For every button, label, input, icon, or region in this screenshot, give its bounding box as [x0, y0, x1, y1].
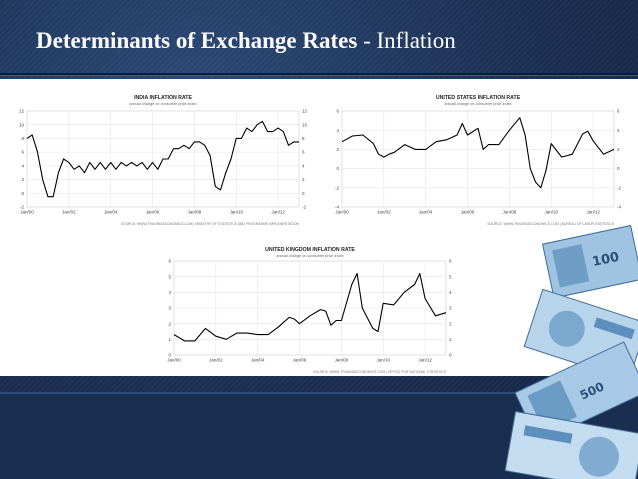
svg-text:100: 100 [591, 250, 621, 270]
y-tick-label-right: 0 [617, 166, 620, 171]
x-tick-label: Jan/00 [167, 358, 181, 363]
x-tick-label: Jan/06 [293, 358, 307, 363]
y-tick-label-left: 2 [21, 177, 24, 182]
y-tick-label-right: 0 [302, 191, 305, 196]
slide-title-main: Determinants of Exchange Rates [36, 28, 358, 53]
series-line [26, 120, 299, 198]
y-tick-label-left: 5 [168, 274, 171, 279]
x-tick-label: Jan/12 [418, 358, 432, 363]
x-tick-label: Jan/02 [209, 358, 223, 363]
y-tick-label-left: -4 [335, 205, 339, 210]
y-tick-label-left: 2 [336, 147, 339, 152]
y-tick-label-right: 4 [449, 290, 452, 295]
y-tick-label-left: 6 [21, 150, 24, 155]
x-tick-label: Jan/04 [251, 358, 265, 363]
x-tick-label: Jan/00 [20, 210, 34, 215]
slide-title-sub: Inflation [376, 28, 456, 53]
plot-area [341, 110, 615, 208]
y-tick-label-right: 6 [449, 259, 452, 264]
footer-band-highlight [0, 392, 638, 394]
uk-inflation-chart: UNITED KINGDOM INFLATION RATE annual chan… [160, 243, 460, 375]
us-inflation-chart: UNITED STATES INFLATION RATE annual chang… [328, 91, 628, 227]
x-tick-label: Jan/04 [104, 210, 118, 215]
x-tick-label: Jan/12 [586, 210, 600, 215]
india-inflation-chart: INDIA INFLATION RATE annual change on con… [13, 91, 313, 227]
y-tick-label-right: -2 [302, 205, 306, 210]
y-tick-label-left: 4 [168, 290, 171, 295]
y-tick-label-right: 6 [617, 109, 620, 114]
y-tick-label-right: -4 [617, 205, 621, 210]
y-tick-label-left: 0 [336, 166, 339, 171]
y-tick-label-right: 10 [302, 122, 308, 127]
y-tick-label-right: 6 [302, 150, 305, 155]
x-tick-label: Jan/02 [377, 210, 391, 215]
x-tick-label: Jan/06 [461, 210, 475, 215]
banknote-1: 100 [541, 224, 638, 299]
slide-title-separator: - [357, 28, 377, 53]
y-tick-label-left: 0 [21, 191, 24, 196]
y-tick-label-left: 1 [168, 337, 171, 342]
y-tick-label-left: 2 [168, 321, 171, 326]
y-tick-label-left: 6 [336, 109, 339, 114]
x-tick-label: Jan/02 [62, 210, 76, 215]
banknotes-image: 100 500 [504, 224, 638, 479]
chart-title: INDIA INFLATION RATE [134, 95, 192, 101]
y-tick-label-right: 2 [302, 177, 305, 182]
y-tick-label-right: 4 [617, 128, 620, 133]
y-tick-label-right: 3 [449, 306, 452, 311]
y-tick-label-left: 12 [19, 109, 25, 114]
x-tick-label: Jan/08 [503, 210, 517, 215]
x-tick-label: Jan/12 [271, 210, 285, 215]
chart-source: SOURCE: WWW.TRADINGECONOMICS.COM | MINIS… [121, 222, 300, 226]
x-tick-label: Jan/06 [146, 210, 160, 215]
title-divider-highlight [0, 75, 638, 76]
chart-title: UNITED KINGDOM INFLATION RATE [265, 247, 355, 253]
banknote-4 [504, 410, 638, 479]
y-tick-label-right: -2 [617, 185, 621, 190]
y-tick-label-right: 2 [449, 321, 452, 326]
y-tick-label-left: 10 [19, 122, 25, 127]
y-tick-label-right: 12 [302, 109, 308, 114]
x-tick-label: Jan/04 [419, 210, 433, 215]
y-tick-label-right: 2 [617, 147, 620, 152]
y-tick-label-left: 4 [21, 163, 24, 168]
y-tick-label-left: 3 [168, 306, 171, 311]
y-tick-label-right: 8 [302, 136, 305, 141]
y-tick-label-left: 8 [21, 136, 24, 141]
x-tick-label: Jan/00 [335, 210, 349, 215]
chart-subtitle: annual change on consumer price index [444, 102, 511, 106]
x-tick-label: Jan/10 [376, 358, 390, 363]
y-tick-label-left: -2 [335, 185, 339, 190]
y-tick-label-left: -2 [20, 205, 24, 210]
y-tick-label-right: 1 [449, 337, 452, 342]
y-tick-label-right: 4 [302, 163, 305, 168]
y-tick-label-right: 0 [449, 353, 452, 358]
series-line [341, 117, 615, 189]
y-tick-label-left: 6 [168, 259, 171, 264]
chart-title: UNITED STATES INFLATION RATE [436, 95, 521, 101]
x-tick-label: Jan/10 [544, 210, 558, 215]
x-tick-label: Jan/10 [229, 210, 243, 215]
chart-subtitle: annual change on consumer price index [129, 102, 196, 106]
chart-source: SOURCE: WWW.TRADINGECONOMICS.COM | BUREA… [487, 222, 615, 226]
y-tick-label-left: 4 [336, 128, 339, 133]
title-divider [0, 73, 638, 75]
x-tick-label: Jan/08 [335, 358, 349, 363]
x-tick-label: Jan/08 [188, 210, 202, 215]
slide-title: Determinants of Exchange Rates - Inflati… [36, 28, 456, 54]
series-line [173, 272, 447, 342]
chart-subtitle: annual change on consumer price index [276, 254, 343, 258]
chart-source: SOURCE: WWW.TRADINGECONOMICS.COM | OFFIC… [313, 370, 446, 374]
y-tick-label-left: 0 [168, 353, 171, 358]
y-tick-label-right: 5 [449, 274, 452, 279]
